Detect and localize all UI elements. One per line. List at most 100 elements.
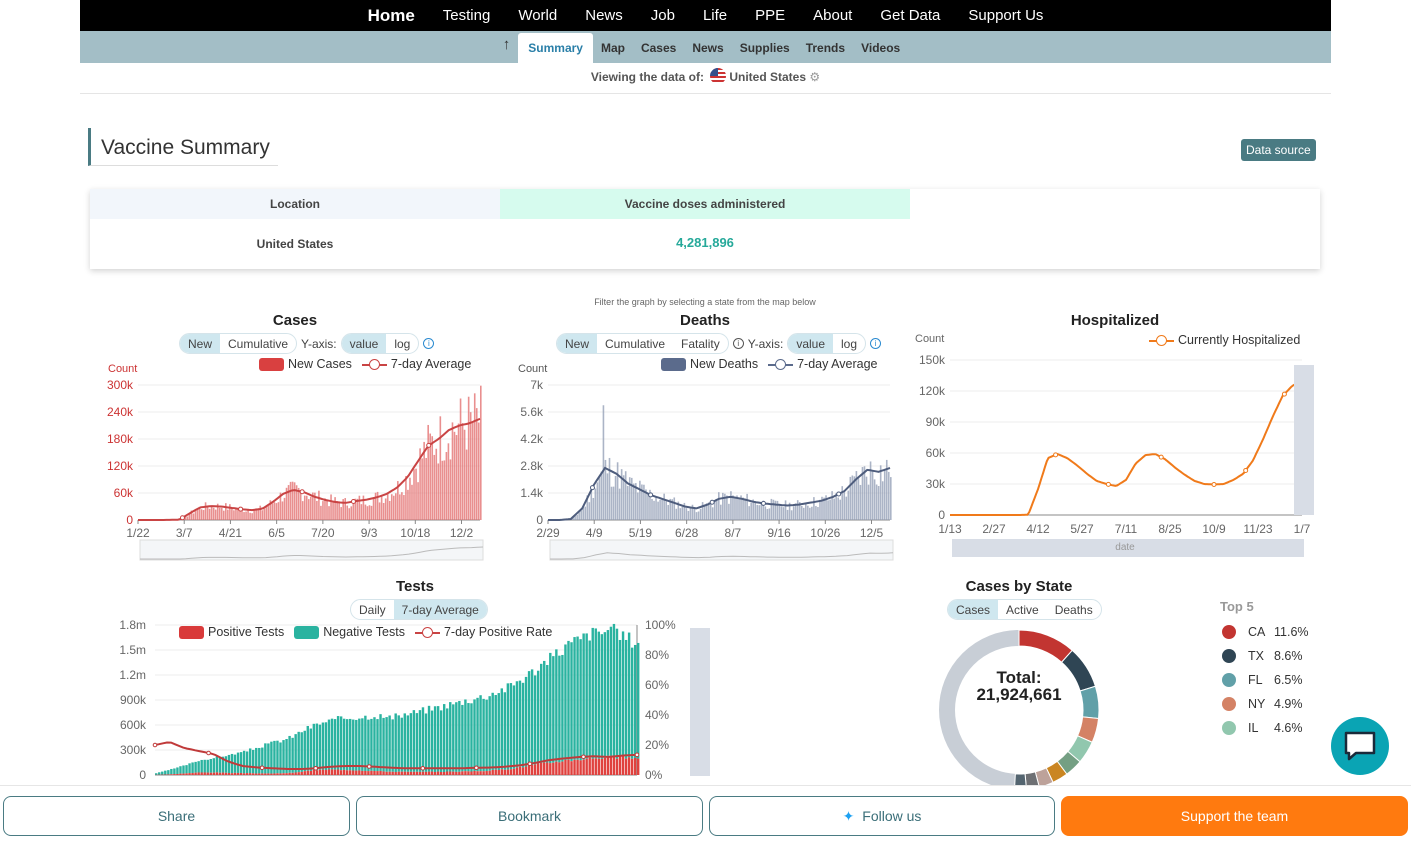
tab-summary[interactable]: Summary xyxy=(518,33,593,63)
positive-bar xyxy=(412,771,416,775)
positive-bar xyxy=(173,774,176,775)
tests-chart: 0 300k 600k 900k 1.2m 1.5m 1.8m 0% 20% 40% 60% 80% 1… xyxy=(119,618,710,782)
nav-news[interactable]: News xyxy=(585,7,623,24)
bar xyxy=(275,503,278,520)
data-source-button[interactable]: Data source xyxy=(1241,139,1316,161)
top5-item[interactable]: CA 11.6% xyxy=(1222,620,1309,644)
bar xyxy=(326,500,328,520)
bar xyxy=(766,508,769,520)
legend-swatch-icon[interactable] xyxy=(179,625,204,639)
nav-support-us[interactable]: Support Us xyxy=(968,7,1044,24)
legend-line-icon[interactable] xyxy=(768,358,794,370)
legend-swatch-icon[interactable] xyxy=(294,625,320,639)
tests-7day-pill[interactable]: 7-day Average xyxy=(393,600,487,619)
legend-new-deaths[interactable]: New Deaths xyxy=(690,357,759,371)
nav-ppe[interactable]: PPE xyxy=(755,7,786,24)
follow-us-button[interactable]: ✦ Follow us xyxy=(709,796,1055,836)
bar xyxy=(887,471,890,520)
nav-world[interactable]: World xyxy=(518,7,558,24)
tab-supplies[interactable]: Supplies xyxy=(739,41,790,55)
positive-bar xyxy=(230,773,234,775)
legend-line-icon[interactable] xyxy=(414,626,440,638)
bar xyxy=(299,490,302,520)
tab-trends[interactable]: Trends xyxy=(805,41,846,55)
deaths-log-pill[interactable]: log xyxy=(841,337,858,351)
negative-bar xyxy=(609,626,613,756)
gear-icon[interactable]: ⚙ xyxy=(809,70,821,84)
state-deaths-pill[interactable]: Deaths xyxy=(1054,603,1093,617)
cases-new-pill[interactable]: New xyxy=(180,334,221,353)
legend-hospitalized[interactable]: Currently Hospitalized xyxy=(1178,333,1301,347)
cases-cumulative-pill[interactable]: Cumulative xyxy=(228,337,289,351)
deaths-fatality-pill[interactable]: Fatality xyxy=(681,337,720,351)
bar xyxy=(431,436,434,520)
negative-bar xyxy=(191,762,194,773)
bar xyxy=(770,498,773,520)
nav-job[interactable]: Job xyxy=(650,7,675,24)
negative-bar xyxy=(388,715,391,772)
top5-item[interactable]: NY 4.9% xyxy=(1222,692,1309,716)
legend-positive-tests[interactable]: Positive Tests xyxy=(208,625,285,639)
cases-value-pill[interactable]: value xyxy=(341,334,387,353)
bookmark-button[interactable]: Bookmark xyxy=(356,796,703,836)
bar xyxy=(463,429,466,520)
negative-bar xyxy=(439,710,443,772)
negative-bar xyxy=(497,693,500,771)
nav-home[interactable]: Home xyxy=(367,5,415,25)
tab-cases[interactable]: Cases xyxy=(640,41,677,55)
legend-7day-deaths[interactable]: 7-day Average xyxy=(797,357,878,371)
state-cases-pill[interactable]: Cases xyxy=(948,600,999,619)
bar xyxy=(384,498,387,520)
info-icon[interactable]: i xyxy=(732,338,744,349)
tests-daily-pill[interactable]: Daily xyxy=(359,603,386,617)
data-point xyxy=(581,754,586,760)
info-icon[interactable]: i xyxy=(870,338,882,349)
bar xyxy=(338,502,340,520)
state-active-pill[interactable]: Active xyxy=(1006,603,1039,617)
bar xyxy=(669,498,672,520)
legend-line-icon[interactable] xyxy=(1149,334,1174,346)
tab-map[interactable]: Map xyxy=(600,41,625,55)
bar xyxy=(711,507,714,520)
legend-negative-tests[interactable]: Negative Tests xyxy=(323,625,405,639)
viewing-location-name[interactable]: United States xyxy=(729,70,807,84)
legend-swatch-icon[interactable] xyxy=(661,357,686,371)
legend-7day-cases[interactable]: 7-day Average xyxy=(390,357,472,371)
positive-bar xyxy=(255,773,258,775)
legend-swatch-icon[interactable] xyxy=(259,357,284,371)
negative-bar xyxy=(518,680,522,767)
nav-life[interactable]: Life xyxy=(702,7,728,24)
tab-news[interactable]: News xyxy=(692,41,724,55)
tab-videos[interactable]: Videos xyxy=(861,41,901,55)
deaths-cumulative-pill[interactable]: Cumulative xyxy=(605,337,666,351)
legend-line-icon[interactable] xyxy=(361,358,387,370)
negative-bar xyxy=(594,628,597,759)
deaths-value-pill[interactable]: value xyxy=(788,334,833,353)
deaths-new-pill[interactable]: New xyxy=(557,334,598,353)
negative-bar xyxy=(242,750,246,774)
arrow-up-icon[interactable]: ↑ xyxy=(502,36,511,53)
positive-bar xyxy=(436,771,440,775)
nav-about[interactable]: About xyxy=(813,7,853,24)
share-button[interactable]: Share xyxy=(3,796,350,836)
negative-bar xyxy=(512,685,516,769)
top5-item[interactable]: FL 6.5% xyxy=(1222,668,1309,692)
tick-label: 1/13 xyxy=(938,522,962,536)
top5-item[interactable]: IL 4.6% xyxy=(1222,716,1309,740)
bar xyxy=(241,507,243,520)
positive-bar xyxy=(494,769,497,775)
top5-item[interactable]: TX 8.6% xyxy=(1222,644,1309,668)
nav-get-data[interactable]: Get Data xyxy=(880,7,941,24)
positive-bar xyxy=(561,761,564,775)
chat-button[interactable] xyxy=(1331,717,1389,775)
tests-legend: Positive Tests Negative Tests 7-day Posi… xyxy=(179,625,552,639)
legend-new-cases[interactable]: New Cases xyxy=(288,357,352,371)
negative-bar xyxy=(285,738,288,774)
cases-log-pill[interactable]: log xyxy=(394,337,411,351)
bar xyxy=(885,459,888,520)
nav-testing[interactable]: Testing xyxy=(442,7,491,24)
support-team-button[interactable]: Support the team xyxy=(1061,796,1408,836)
negative-bar xyxy=(349,718,352,771)
info-icon[interactable]: i xyxy=(423,338,435,349)
legend-positive-rate[interactable]: 7-day Positive Rate xyxy=(443,625,553,639)
